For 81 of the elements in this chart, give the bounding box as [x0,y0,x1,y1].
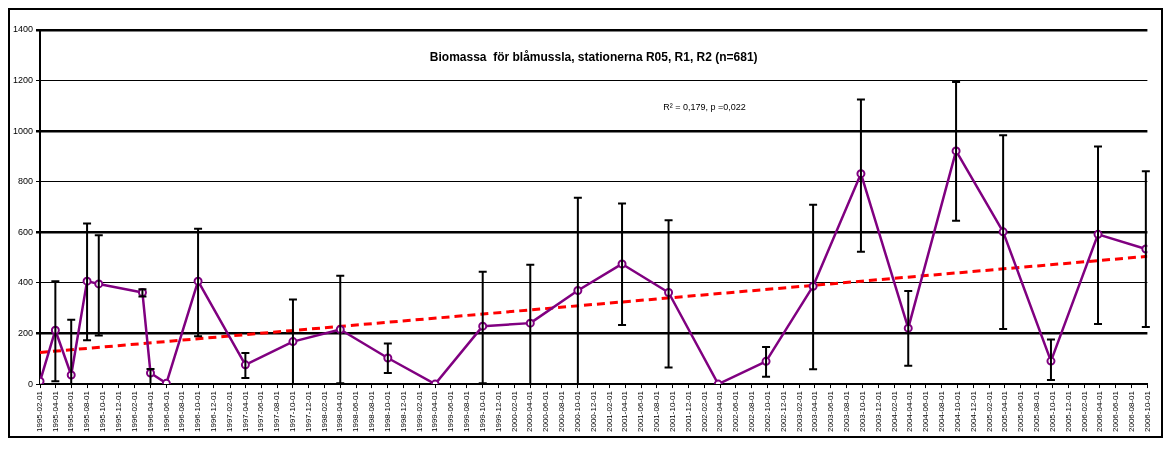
x-tick-label: 1996-12-01 [209,390,219,432]
x-tick-label: 2006-06-01 [1110,390,1120,432]
x-tick-label: 2002-10-01 [762,390,772,432]
x-tick-label: 2002-06-01 [731,390,741,432]
x-tick-label: 1998-12-01 [398,390,408,432]
x-tick-label: 2003-02-01 [794,390,804,432]
x-tick-label: 2004-02-01 [889,390,899,432]
x-tick-label: 1997-08-01 [272,390,282,432]
x-tick-label: 2004-04-01 [905,390,915,432]
x-tick-label: 2005-04-01 [1000,390,1010,432]
y-tick-label: 1400 [12,24,34,35]
x-tick-label: 1995-08-01 [82,390,92,432]
x-tick-label: 2004-10-01 [952,390,962,432]
x-tick-label: 2000-10-01 [573,390,583,432]
x-tick-label: 2005-08-01 [1031,390,1041,432]
x-tick-label: 2002-12-01 [778,390,788,432]
x-tick-label: 2001-10-01 [667,390,677,432]
y-tick-label: 1000 [12,125,34,136]
annotation: R² = 0,179, p =0,022 [663,102,746,113]
x-tick-label: 2002-02-01 [699,390,709,432]
x-tick-label: 1997-04-01 [240,390,250,432]
x-tick-label: 1996-10-01 [193,390,203,432]
x-tick-label: 2003-12-01 [873,390,883,432]
x-tick-label: 1995-04-01 [50,390,60,432]
x-tick-label: 1995-12-01 [113,390,123,432]
x-tick-label: 1997-02-01 [225,390,235,432]
x-tick-label: 2001-02-01 [605,390,615,432]
x-tick-label: 2004-12-01 [968,390,978,432]
y-tick-label: 600 [17,226,34,237]
x-tick-label: 1998-06-01 [351,390,361,432]
x-tick-label: 1999-12-01 [493,390,503,432]
x-tick-label: 1999-10-01 [477,390,487,432]
x-tick-label: 2006-04-01 [1095,390,1105,432]
x-tick-label: 1997-10-01 [288,390,298,432]
x-tick-label: 2000-04-01 [525,390,535,432]
x-tick-label: 2005-10-01 [1047,390,1057,432]
x-tick-label: 2004-08-01 [936,390,946,432]
x-tick-label: 2001-06-01 [636,390,646,432]
x-tick-label: 1996-06-01 [161,390,171,432]
x-tick-label: 1999-08-01 [462,390,472,432]
x-tick-label: 1999-04-01 [430,390,440,432]
x-tick-label: 1998-04-01 [335,390,345,432]
x-tick-label: 2006-02-01 [1079,390,1089,432]
x-tick-label: 2000-08-01 [557,390,567,432]
x-tick-label: 1998-02-01 [320,390,330,432]
y-tick-label: 200 [17,327,34,338]
x-tick-label: 1997-06-01 [256,390,266,432]
x-tick-label: 1996-08-01 [177,390,187,432]
x-tick-label: 1999-02-01 [415,390,425,432]
x-tick-label: 2006-10-01 [1142,390,1152,432]
x-tick-label: 1997-12-01 [304,390,314,432]
x-tick-label: 2006-08-01 [1126,390,1136,432]
x-tick-label: 2002-04-01 [715,390,725,432]
x-tick-label: 2001-08-01 [652,390,662,432]
y-tick-label: 0 [28,378,34,389]
x-tick-label: 2005-12-01 [1063,390,1073,432]
x-tick-label: 1995-10-01 [98,390,108,432]
x-tick-label: 2000-12-01 [588,390,598,432]
x-tick-label: 2001-04-01 [620,390,630,432]
x-tick-label: 1996-02-01 [130,390,140,432]
x-tick-label: 2000-06-01 [541,390,551,432]
x-tick-label: 2003-10-01 [857,390,867,432]
x-tick-label: 1998-10-01 [383,390,393,432]
x-tick-label: 2005-06-01 [1016,390,1026,432]
x-tick-label: 1998-08-01 [367,390,377,432]
x-tick-label: 2000-02-01 [509,390,519,432]
y-tick-label: 800 [17,176,34,187]
x-tick-label: 2002-08-01 [746,390,756,432]
x-tick-label: 2003-04-01 [810,390,820,432]
x-tick-label: 2001-12-01 [683,390,693,432]
x-tick-label: 2005-02-01 [984,390,994,432]
x-tick-label: 1995-02-01 [35,390,45,432]
y-tick-label: 400 [17,277,34,288]
x-tick-label: 1996-04-01 [145,390,155,432]
x-tick-label: 2003-06-01 [825,390,835,432]
x-tick-label: 2003-08-01 [841,390,851,432]
y-tick-label: 1200 [12,75,34,86]
x-tick-label: 1999-06-01 [446,390,456,432]
x-tick-label: 1995-06-01 [66,390,76,432]
x-tick-label: 2004-06-01 [921,390,931,432]
text: Biomassa för blåmussla, stationerna R05, R1, R2 (n=681) [429,50,758,65]
